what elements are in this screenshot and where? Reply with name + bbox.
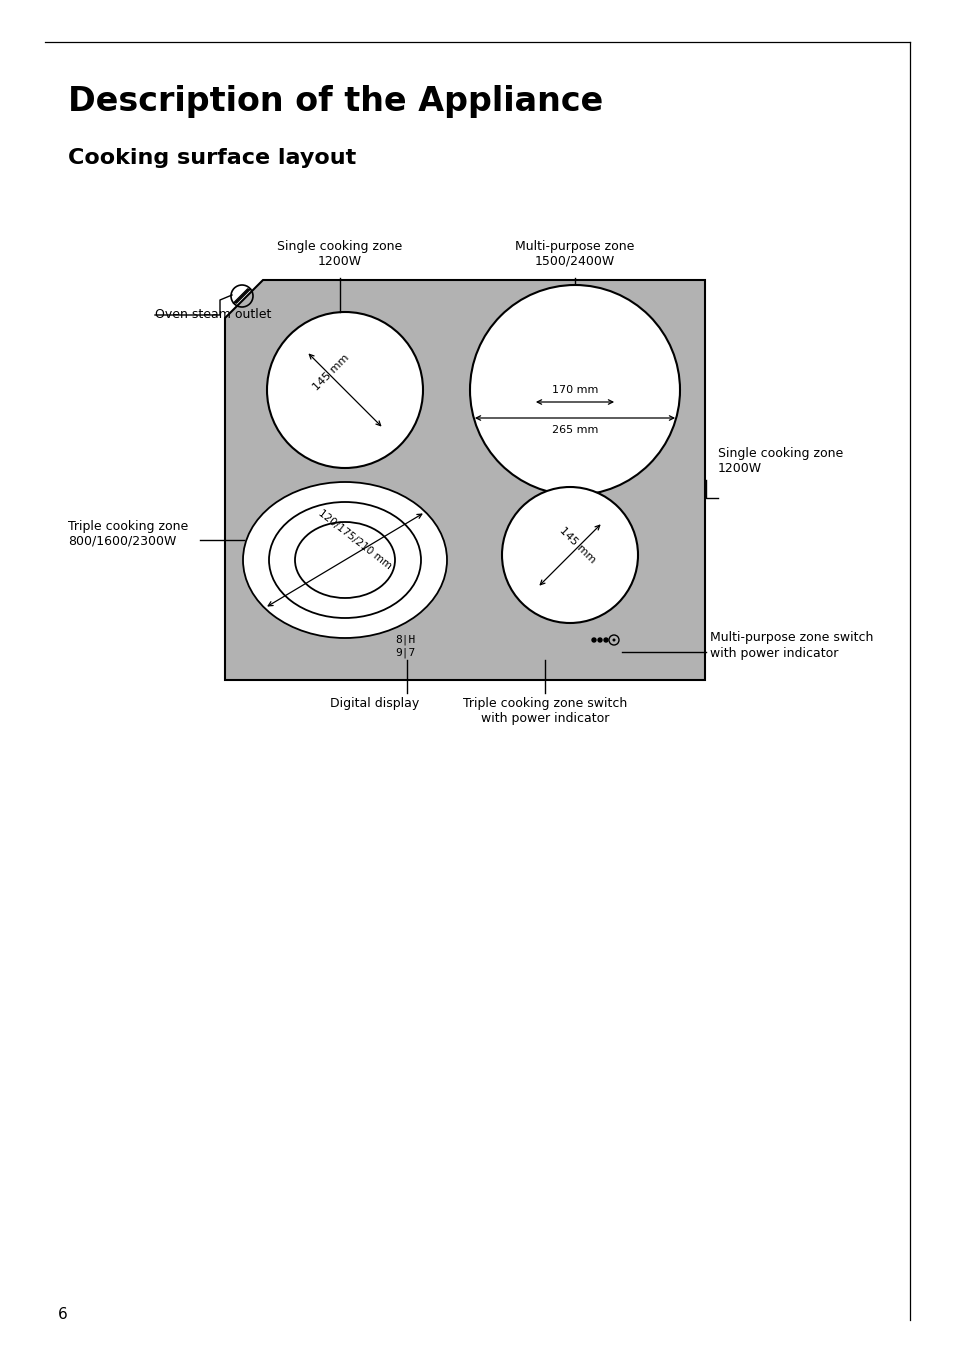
Text: 170 mm: 170 mm: [551, 385, 598, 395]
Text: with power indicator: with power indicator: [480, 713, 609, 725]
Text: 1200W: 1200W: [317, 256, 362, 268]
Polygon shape: [225, 280, 704, 680]
Text: 800/1600/2300W: 800/1600/2300W: [68, 535, 176, 548]
Text: 1200W: 1200W: [718, 462, 761, 475]
Text: Digital display: Digital display: [330, 698, 419, 710]
Text: 145 mm: 145 mm: [311, 352, 351, 392]
Ellipse shape: [269, 502, 420, 618]
Circle shape: [592, 638, 596, 642]
Text: Multi-purpose zone switch: Multi-purpose zone switch: [709, 631, 872, 644]
Text: 9|7: 9|7: [395, 648, 415, 658]
Text: Triple cooking zone switch: Triple cooking zone switch: [462, 698, 626, 710]
Text: Cooking surface layout: Cooking surface layout: [68, 147, 355, 168]
Text: Single cooking zone: Single cooking zone: [277, 241, 402, 253]
Circle shape: [501, 487, 638, 623]
Circle shape: [612, 638, 615, 641]
Text: Triple cooking zone: Triple cooking zone: [68, 521, 188, 533]
Circle shape: [470, 285, 679, 495]
Text: Multi-purpose zone: Multi-purpose zone: [515, 241, 634, 253]
Text: Single cooking zone: Single cooking zone: [718, 448, 842, 460]
Ellipse shape: [294, 522, 395, 598]
Text: 265 mm: 265 mm: [551, 425, 598, 435]
Text: Oven steam outlet: Oven steam outlet: [154, 308, 271, 322]
Text: 145 mm: 145 mm: [558, 525, 598, 565]
Ellipse shape: [243, 483, 447, 638]
Circle shape: [598, 638, 601, 642]
Text: 120/175/210 mm: 120/175/210 mm: [316, 508, 393, 572]
Text: 6: 6: [58, 1307, 68, 1322]
Circle shape: [267, 312, 422, 468]
Text: Description of the Appliance: Description of the Appliance: [68, 85, 602, 118]
Circle shape: [603, 638, 607, 642]
Text: with power indicator: with power indicator: [709, 648, 838, 660]
Text: 8|H: 8|H: [395, 634, 415, 645]
Text: 1500/2400W: 1500/2400W: [535, 256, 615, 268]
